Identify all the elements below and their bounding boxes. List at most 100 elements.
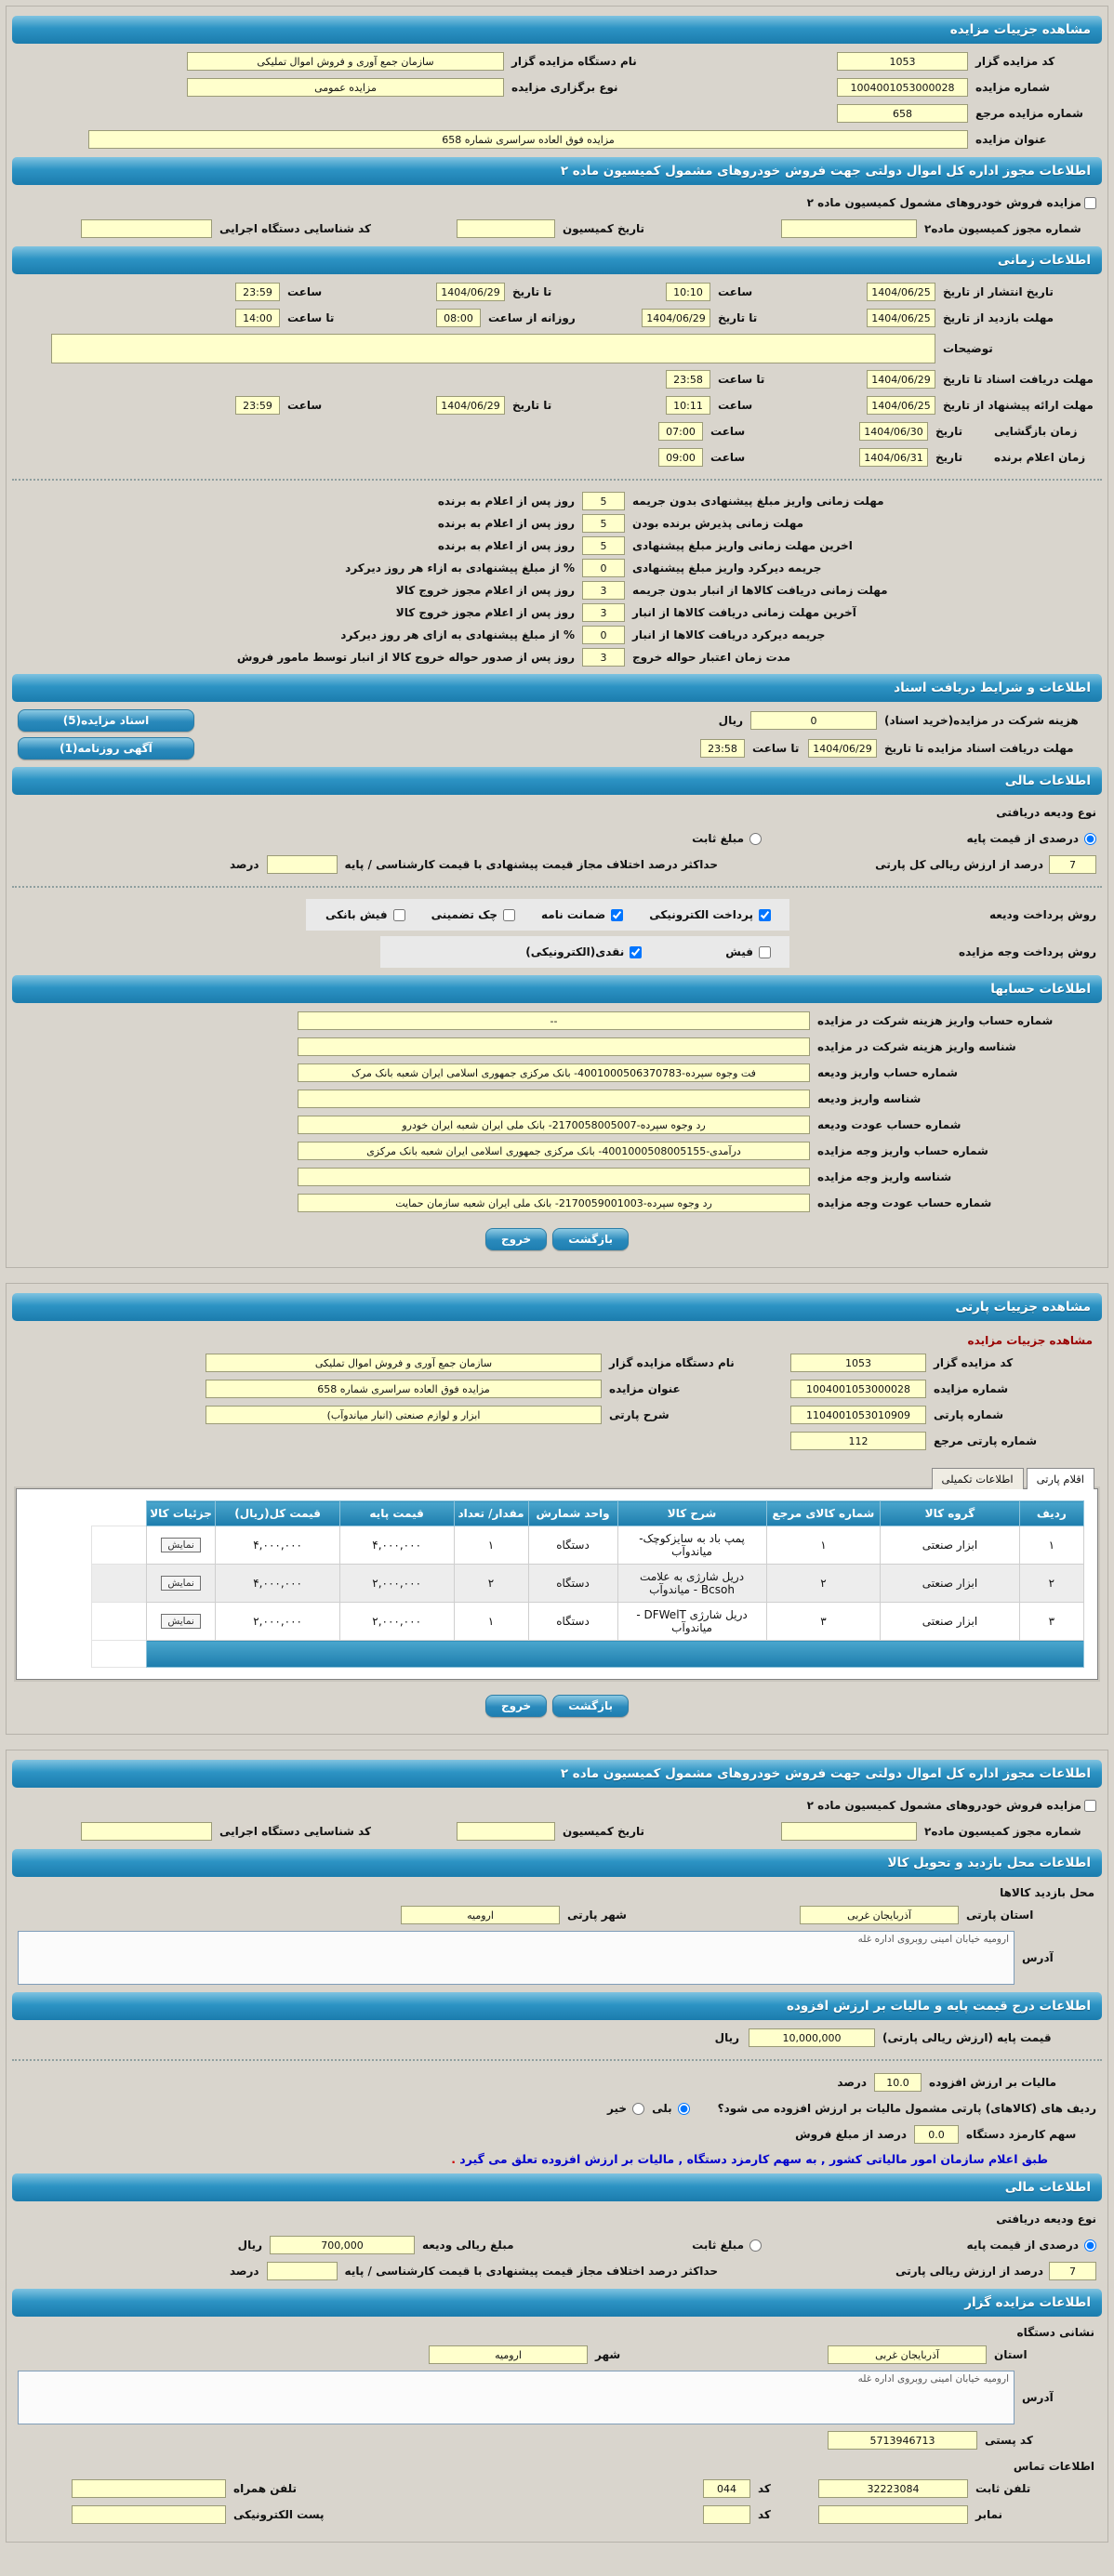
account-field[interactable] [298, 1090, 810, 1108]
party-address-field[interactable]: ارومیه خیابان امینی روبروی اداره غله [18, 1931, 1015, 1985]
party-province-field[interactable]: آذربایجان غربی [800, 1906, 959, 1924]
penalty-value-field[interactable]: 3 [582, 648, 625, 667]
party-auction-no-field[interactable]: 1004001053000028 [790, 1380, 926, 1398]
party-desc-field[interactable]: ابزار و لوازم صنعتی (انبار میاندوآب) [206, 1406, 602, 1424]
doc-deadline-date-field[interactable]: 1404/06/29 [808, 739, 877, 758]
vat-field[interactable]: 10.0 [874, 2073, 922, 2092]
guarantee-checkbox[interactable] [611, 908, 624, 921]
fixed-amount-radio[interactable] [749, 2239, 762, 2252]
org-city-field[interactable]: ارومیه [429, 2345, 588, 2364]
account-field[interactable] [298, 1037, 810, 1056]
auction-type-field[interactable]: مزایده عمومی [187, 78, 504, 97]
show-item-button[interactable]: نمایش [161, 1576, 201, 1591]
phone-field[interactable]: 32223084 [818, 2479, 968, 2498]
publish-to-time-field[interactable]: 23:59 [235, 283, 280, 301]
notes-field[interactable] [51, 334, 935, 363]
slip-checkbox[interactable] [759, 945, 771, 958]
exec-id-field[interactable] [81, 219, 212, 238]
permit-no-field[interactable] [781, 219, 917, 238]
publish-from-time-field[interactable]: 10:10 [666, 283, 710, 301]
visit-to-time-field[interactable]: 14:00 [235, 309, 280, 327]
cheque-checkbox[interactable] [503, 908, 516, 921]
exec-id-field[interactable] [81, 1822, 212, 1841]
newspaper-ad-button[interactable]: آگهی روزنامه(1) [18, 737, 194, 760]
vat-yes-radio[interactable] [677, 2102, 690, 2115]
commission-date-field[interactable] [457, 219, 555, 238]
visit-from-date-field[interactable]: 1404/06/25 [867, 309, 935, 327]
mobile-field[interactable] [72, 2479, 226, 2498]
party-city-field[interactable]: ارومیه [401, 1906, 560, 1924]
commission-share-field[interactable]: 0.0 [914, 2125, 959, 2144]
party-auction-title-field[interactable]: مزایده فوق العاده سراسری شماره 658 [206, 1380, 602, 1398]
visit-from-time-field[interactable]: 08:00 [436, 309, 481, 327]
exit-button[interactable]: خروج [484, 1695, 548, 1717]
penalty-value-field[interactable]: 3 [582, 581, 625, 600]
winner-date-field[interactable]: 1404/06/31 [859, 448, 928, 467]
permit-no-field[interactable] [781, 1822, 917, 1841]
offer-from-date-field[interactable]: 1404/06/25 [867, 396, 935, 415]
epay-checkbox[interactable] [759, 908, 771, 921]
publish-to-date-field[interactable]: 1404/06/29 [436, 283, 505, 301]
account-field[interactable]: درآمدی-4001000508005155- بانک مرکزی جمهو… [298, 1142, 810, 1160]
opening-time-field[interactable]: 07:00 [658, 422, 703, 441]
show-item-button[interactable]: نمایش [161, 1614, 201, 1629]
doc-fee-field[interactable]: 0 [750, 711, 877, 730]
account-field[interactable]: رد وجوه سپرده-2170059001003- بانک ملی ای… [298, 1194, 810, 1212]
org-name-field[interactable]: سازمان جمع آوری و فروش اموال تملیکی [187, 52, 504, 71]
penalty-value-field[interactable]: 5 [582, 514, 625, 533]
account-field[interactable] [298, 1168, 810, 1186]
fax-field[interactable] [818, 2505, 968, 2524]
account-field[interactable]: -- [298, 1011, 810, 1030]
percent-of-base-radio[interactable] [1084, 832, 1096, 845]
show-item-button[interactable]: نمایش [161, 1538, 201, 1552]
party-no-field[interactable]: 1104001053010909 [790, 1406, 926, 1424]
publish-from-date-field[interactable]: 1404/06/25 [867, 283, 935, 301]
deposit-amount-field[interactable]: 700,000 [270, 2236, 415, 2254]
commission-article2-checkbox[interactable] [1084, 1799, 1096, 1812]
opening-date-field[interactable]: 1404/06/30 [859, 422, 928, 441]
party-org-field[interactable]: سازمان جمع آوری و فروش اموال تملیکی [206, 1354, 602, 1372]
postal-code-field[interactable]: 5713946713 [828, 2431, 977, 2450]
penalty-value-field[interactable]: 5 [582, 536, 625, 555]
fax-code-field[interactable] [703, 2505, 750, 2524]
auction-details-link[interactable]: مشاهده جزییات مزایده [967, 1334, 1093, 1347]
fixed-amount-radio[interactable] [749, 832, 762, 845]
account-field[interactable]: فت وجوه سپرده-4001000506370783- بانک مرک… [298, 1063, 810, 1082]
back-button[interactable]: بازگشت [552, 1695, 630, 1717]
percent-of-base-radio[interactable] [1084, 2239, 1096, 2252]
bidder-code-field[interactable]: 1053 [837, 52, 968, 71]
auction-no-field[interactable]: 1004001053000028 [837, 78, 968, 97]
area-code-field[interactable]: 044 [703, 2479, 750, 2498]
penalty-value-field[interactable]: 5 [582, 492, 625, 510]
tab-party-items[interactable]: اقلام پارتی [1026, 1468, 1094, 1489]
party-bidder-code-field[interactable]: 1053 [790, 1354, 926, 1372]
deposit-percent-field[interactable]: 7 [1049, 855, 1096, 874]
back-button[interactable]: بازگشت [552, 1228, 630, 1250]
org-address-field[interactable]: ارومیه خیابان امینی روبروی اداره غله [18, 2371, 1015, 2424]
bank-slip-checkbox[interactable] [392, 908, 405, 921]
deposit-percent-field[interactable]: 7 [1049, 2262, 1096, 2280]
auction-title-field[interactable]: مزایده فوق العاده سراسری شماره 658 [88, 130, 968, 149]
max-diff-field[interactable] [266, 855, 338, 874]
exit-button[interactable]: خروج [484, 1228, 548, 1250]
offer-to-time-field[interactable]: 23:59 [235, 396, 280, 415]
commission-article2-checkbox[interactable] [1084, 196, 1096, 209]
max-diff-field[interactable] [266, 2262, 338, 2280]
base-price-field[interactable]: 10,000,000 [749, 2028, 875, 2047]
visit-to-date-field[interactable]: 1404/06/29 [642, 309, 710, 327]
penalty-value-field[interactable]: 3 [582, 603, 625, 622]
commission-date-field[interactable] [457, 1822, 555, 1841]
account-field[interactable]: رد وجوه سپرده-2170058005007- بانک ملی ای… [298, 1116, 810, 1134]
party-ref-field[interactable]: 112 [790, 1432, 926, 1450]
vat-no-radio[interactable] [632, 2102, 645, 2115]
doc-deadline-time-field[interactable]: 23:58 [700, 739, 745, 758]
penalty-value-field[interactable]: 0 [582, 626, 625, 644]
penalty-value-field[interactable]: 0 [582, 559, 625, 577]
email-field[interactable] [72, 2505, 226, 2524]
auction-ref-field[interactable]: 658 [837, 104, 968, 123]
auction-docs-button[interactable]: اسناد مزایده(5) [18, 709, 194, 732]
cash-electronic-checkbox[interactable] [630, 945, 643, 958]
docs-deadline-date-field[interactable]: 1404/06/29 [867, 370, 935, 389]
tab-additional-info[interactable]: اطلاعات تکمیلی [931, 1468, 1024, 1489]
docs-deadline-time-field[interactable]: 23:58 [666, 370, 710, 389]
